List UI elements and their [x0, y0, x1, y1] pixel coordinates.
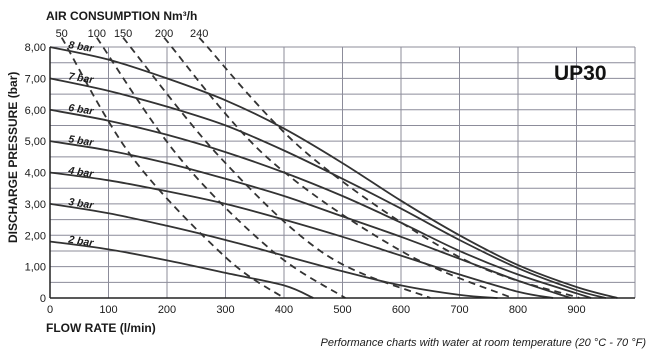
axes [49, 47, 635, 299]
pressure-curve [49, 171, 554, 299]
air-consumption-label: 150 [114, 28, 132, 40]
pressure-curve [49, 140, 571, 299]
x-tick-label: 800 [509, 304, 527, 316]
pressure-curve-label: 7 bar [68, 70, 96, 86]
air-consumption-curve [198, 36, 580, 299]
x-tick-label: 0 [47, 304, 53, 316]
x-axis-title: FLOW RATE (l/min) [46, 321, 156, 335]
x-tick-label: 100 [99, 304, 117, 316]
pressure-curve [49, 108, 592, 299]
air-consumption-curve [96, 37, 346, 299]
tick-labels: 0 100 200 300 400 500 600 700 800 900 0 1,00 2,00 3,0… [25, 42, 586, 316]
pressure-curve-label: 5 bar [68, 133, 96, 149]
pressure-curve [49, 240, 314, 299]
y-tick-label: 2,00 [25, 230, 46, 242]
air-consumption-curve [163, 37, 513, 299]
air-consumption-curve [122, 37, 431, 299]
y-tick-label: 0 [40, 293, 46, 305]
pressure-curves [49, 46, 618, 299]
y-tick-label: 3,00 [25, 199, 46, 211]
x-tick-label: 700 [450, 304, 468, 316]
y-axis-title: DISCHARGE PRESSURE (bar) [6, 72, 20, 243]
x-tick-label: 900 [567, 304, 585, 316]
x-tick-label: 600 [392, 304, 410, 316]
pressure-curve [49, 46, 618, 299]
air-consumption-label: 200 [155, 28, 173, 40]
y-tick-label: 4,00 [25, 168, 46, 180]
y-tick-label: 8,00 [25, 42, 46, 54]
air-consumption-curve [60, 37, 285, 299]
curve-labels: 50 100 150 200 240 8 bar 7 bar 6 bar 5 bar 4 bar 3… [56, 28, 209, 250]
model-badge: UP30 [554, 62, 607, 85]
air-consumption-label: 50 [56, 28, 68, 40]
pressure-curve-label: 3 bar [68, 196, 96, 212]
x-tick-label: 200 [158, 304, 176, 316]
pressure-curve [49, 203, 498, 299]
air-consumption-label: 100 [88, 28, 106, 40]
pressure-curve [49, 77, 607, 299]
x-tick-label: 300 [216, 304, 234, 316]
pressure-curve-label: 2 bar [67, 233, 96, 249]
pressure-curve-label: 4 bar [67, 164, 96, 180]
grid-lines [50, 46, 636, 298]
pressure-curve-label: 8 bar [68, 39, 96, 55]
y-tick-label: 1,00 [25, 262, 46, 274]
air-consumption-label: 240 [190, 28, 208, 40]
x-tick-label: 400 [275, 304, 293, 316]
top-axis-title: AIR CONSUMPTION Nm³/h [46, 9, 197, 23]
pressure-curve-label: 6 bar [68, 102, 96, 118]
x-tick-label: 500 [333, 304, 351, 316]
y-tick-label: 7,00 [25, 73, 46, 85]
y-tick-label: 5,00 [25, 136, 46, 148]
y-tick-label: 6,00 [25, 105, 46, 117]
chart-caption: Performance charts with water at room te… [321, 337, 647, 349]
